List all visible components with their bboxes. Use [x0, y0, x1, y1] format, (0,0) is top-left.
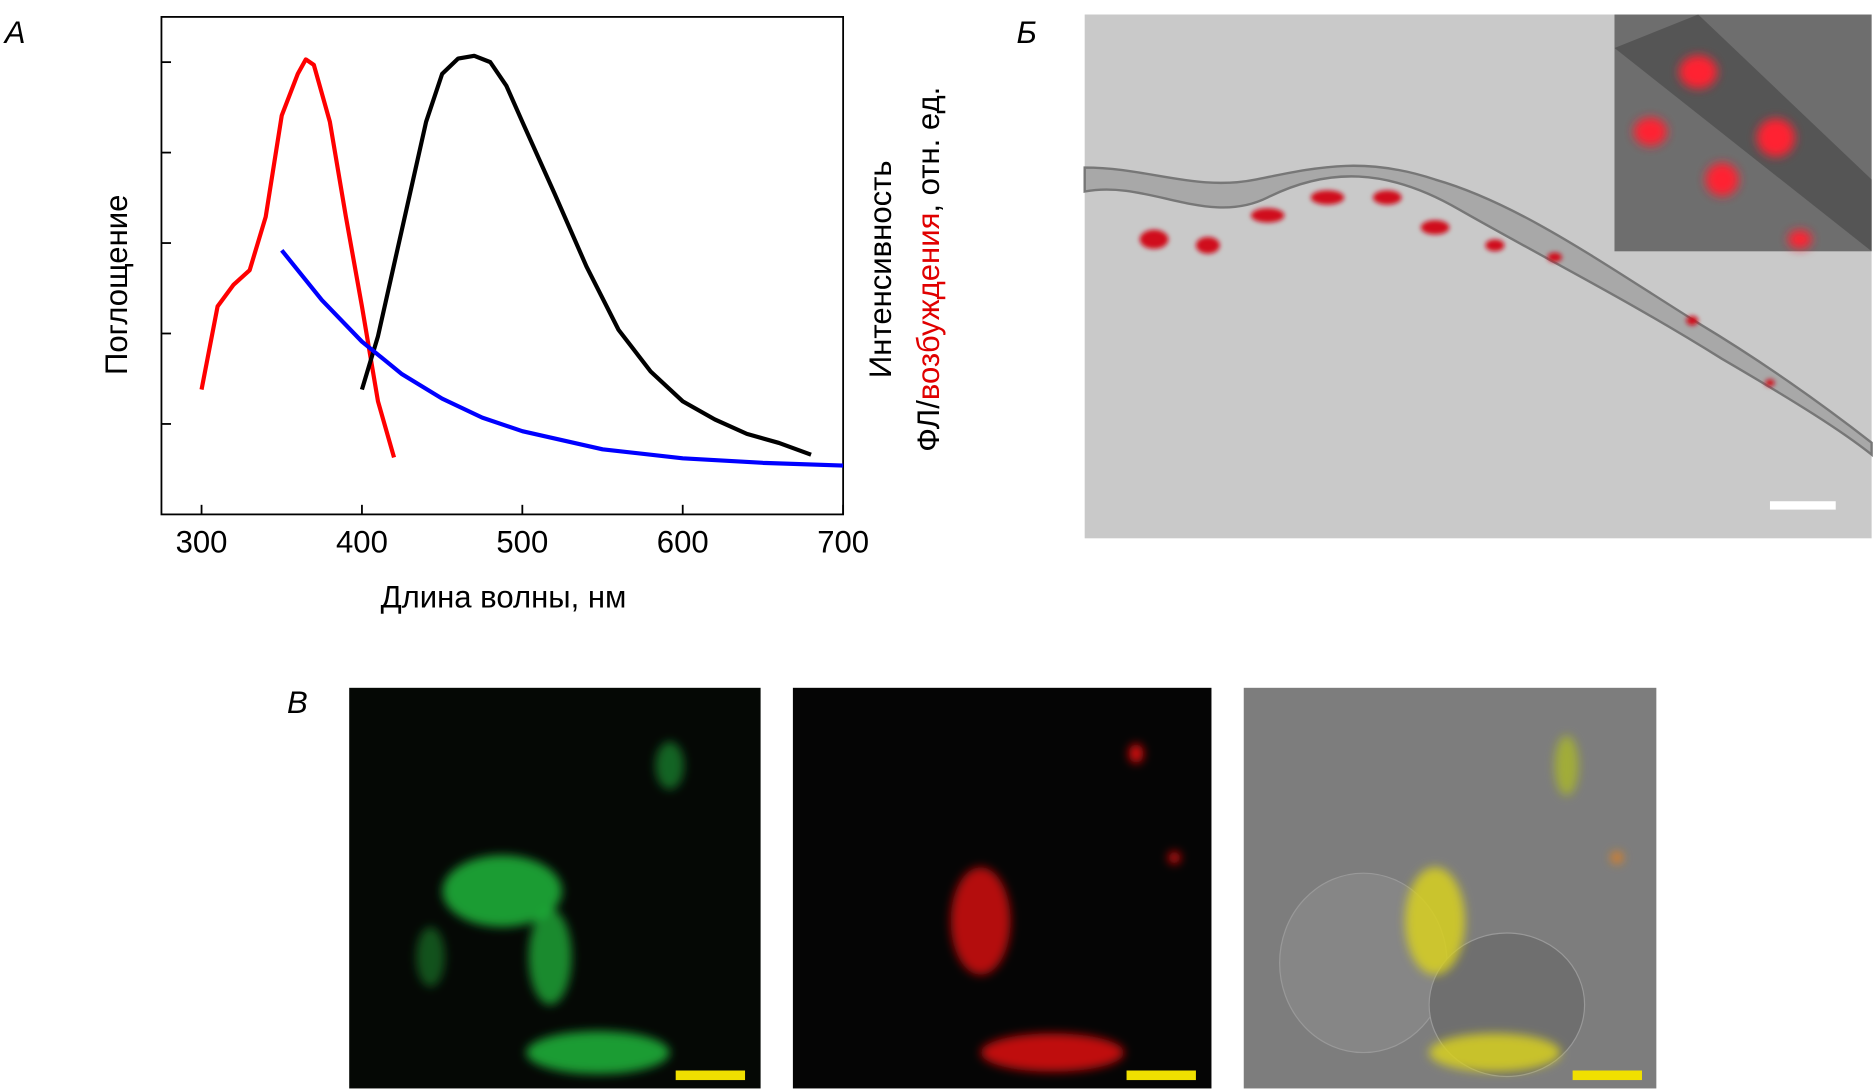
y2-label-part: ФЛ/	[911, 400, 946, 452]
y2-label-part: , отн. ед.	[911, 87, 946, 213]
x-axis-label: Длина волны, нм	[381, 580, 627, 615]
x-tick-label: 400	[336, 525, 388, 560]
y-axis-label: Поглощение	[99, 195, 134, 375]
panel-label: А	[3, 15, 26, 50]
x-tick-label: 300	[176, 525, 228, 560]
y2-axis-label: Интенсивность	[863, 160, 898, 378]
cell-image-overlay	[1243, 687, 1657, 1089]
worm-image	[1083, 14, 1873, 539]
line-series	[359, 53, 812, 457]
chart: 300 400 500 600 700	[161, 53, 869, 560]
y2-label-part: возбуждения	[911, 213, 946, 401]
x-tick-label: 600	[657, 525, 709, 560]
x-tick-label: 500	[496, 525, 548, 560]
y2-axis-label: ФЛ/возбуждения, отн. ед.	[911, 87, 946, 452]
plot-frame	[160, 16, 845, 516]
panel-label: Б	[1017, 15, 1037, 50]
panel-label: В	[287, 685, 308, 720]
x-tick-label: 700	[817, 525, 869, 560]
cell-image-red	[792, 687, 1212, 1089]
line-series	[199, 57, 397, 458]
line-series	[280, 248, 844, 468]
cell-image-green	[349, 687, 761, 1089]
